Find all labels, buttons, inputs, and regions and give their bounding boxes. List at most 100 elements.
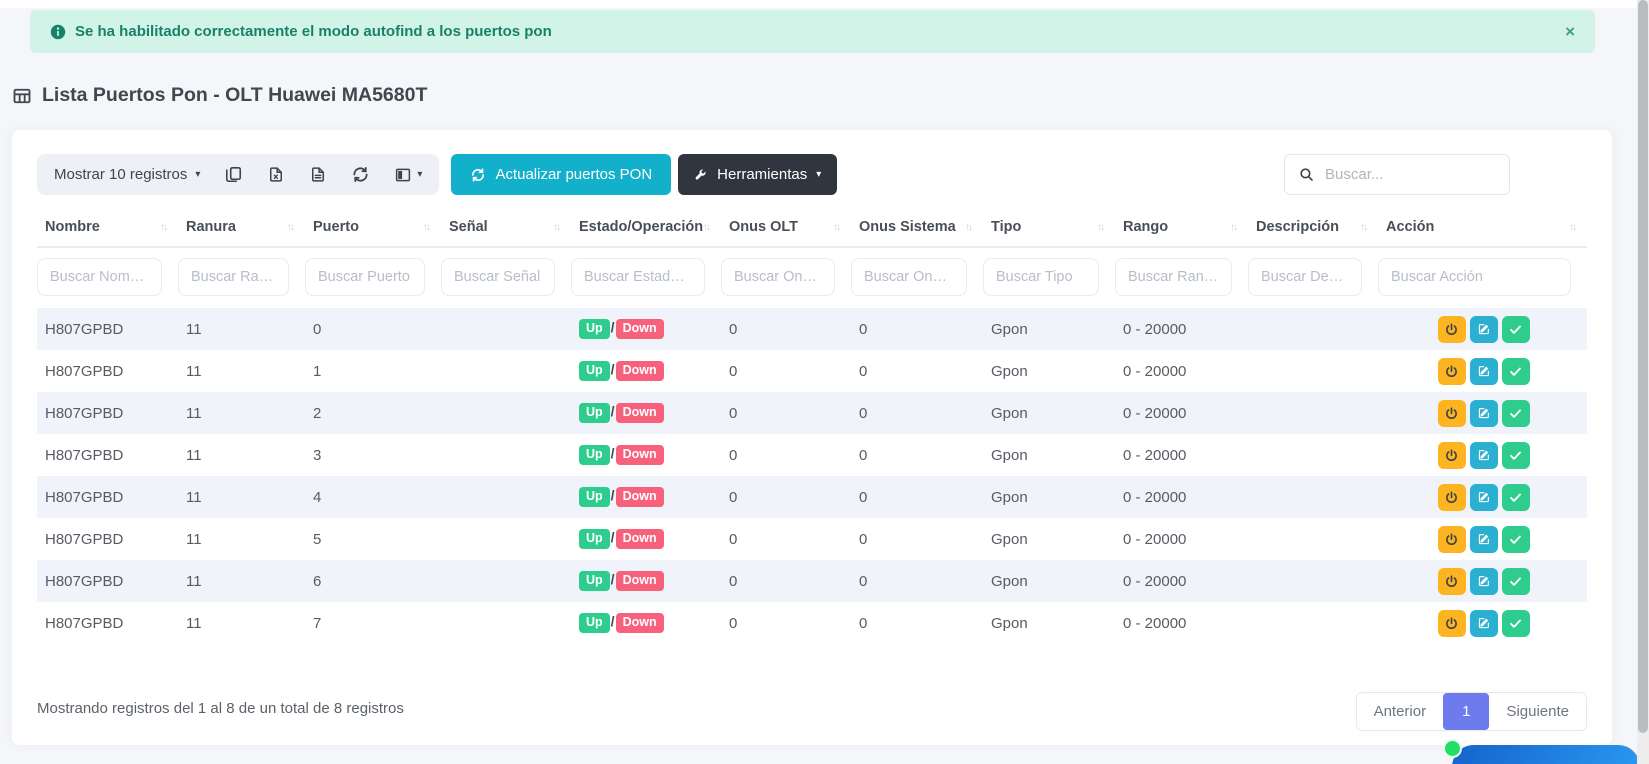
cell-puerto: 2 (313, 404, 322, 422)
cell-tipo: Gpon (991, 320, 1028, 338)
pon-ports-table: Nombre ↑↓ Ranura ↑↓ Puerto ↑↓ Señal ↑↓ Estad… (37, 211, 1587, 644)
refresh-button[interactable] (351, 165, 370, 184)
pagination-next[interactable]: Siguiente (1489, 693, 1586, 730)
cell-puerto: 3 (313, 446, 322, 464)
cell-accion (1378, 308, 1587, 350)
entries-group: Mostrar 10 registros ▾ ▾ (37, 154, 440, 195)
column-header-rango[interactable]: Rango ↑↓ (1115, 211, 1248, 248)
table-row[interactable]: H807GPBD 11 3 Up / Down 0 0 Gpon 0 - 20000 (37, 434, 1587, 476)
edit-button[interactable] (1469, 357, 1498, 385)
edit-button[interactable] (1469, 399, 1498, 427)
cell-rango: 0 - 20000 (1123, 404, 1187, 422)
show-entries-dropdown[interactable]: Mostrar 10 registros ▾ (54, 166, 200, 183)
edit-button[interactable] (1469, 315, 1498, 343)
column-header-estado[interactable]: Estado/Operación ↑↓ (571, 211, 721, 248)
confirm-button[interactable] (1501, 483, 1530, 511)
alert-close-button[interactable]: × (1565, 21, 1575, 41)
column-header-onus-sistema[interactable]: Onus Sistema ↑↓ (851, 211, 983, 248)
cell-puerto: 6 (313, 572, 322, 590)
power-toggle-button[interactable] (1437, 483, 1466, 511)
cell-nombre: H807GPBD (45, 404, 124, 422)
cell-ranura: 11 (186, 320, 202, 338)
status-up-badge: Up (579, 445, 610, 466)
cell-estado: Up / Down (571, 602, 721, 644)
edit-button[interactable] (1469, 525, 1498, 553)
vertical-scrollbar[interactable] (1637, 0, 1649, 764)
column-header-descripcion[interactable]: Descripción ↑↓ (1248, 211, 1378, 248)
cell-onus-sistema: 0 (859, 488, 868, 506)
filter-input-senal[interactable] (441, 258, 555, 296)
power-toggle-button[interactable] (1437, 441, 1466, 469)
filter-input-tipo[interactable] (983, 258, 1099, 296)
chevron-down-icon: ▾ (816, 168, 822, 180)
cell-senal (441, 434, 571, 476)
toolbar: Mostrar 10 registros ▾ ▾ (37, 154, 1587, 195)
table-row[interactable]: H807GPBD 11 7 Up / Down 0 0 Gpon 0 - 20000 (37, 602, 1587, 644)
chevron-down-icon: ▾ (417, 168, 423, 180)
cell-senal (441, 350, 571, 392)
edit-button[interactable] (1469, 567, 1498, 595)
filter-input-onus-olt[interactable] (721, 258, 835, 296)
power-toggle-button[interactable] (1437, 357, 1466, 385)
filter-input-ranura[interactable] (178, 258, 289, 296)
column-header-ranura[interactable]: Ranura ↑↓ (178, 211, 305, 248)
column-header-puerto[interactable]: Puerto ↑↓ (305, 211, 441, 248)
table-icon (12, 86, 32, 106)
cell-onus-olt: 0 (729, 614, 738, 632)
table-row[interactable]: H807GPBD 11 2 Up / Down 0 0 Gpon 0 - 20000 (37, 392, 1587, 434)
table-row[interactable]: H807GPBD 11 6 Up / Down 0 0 Gpon 0 - 20000 (37, 560, 1587, 602)
table-row[interactable]: H807GPBD 11 0 Up / Down 0 0 Gpon 0 - 20000 (37, 308, 1587, 350)
pagination-page-1[interactable]: 1 (1443, 693, 1490, 730)
confirm-button[interactable] (1501, 357, 1530, 385)
export-file-button[interactable] (309, 165, 327, 184)
cell-nombre: H807GPBD (45, 320, 124, 338)
chat-bubble[interactable] (1452, 745, 1640, 764)
edit-button[interactable] (1469, 441, 1498, 469)
tools-dropdown-button[interactable]: Herramientas ▾ (678, 154, 838, 195)
table-row[interactable]: H807GPBD 11 5 Up / Down 0 0 Gpon 0 - 20000 (37, 518, 1587, 560)
power-toggle-button[interactable] (1437, 315, 1466, 343)
cell-rango: 0 - 20000 (1123, 446, 1187, 464)
filter-input-nombre[interactable] (37, 258, 162, 296)
cell-puerto: 4 (313, 488, 322, 506)
column-header-tipo[interactable]: Tipo ↑↓ (983, 211, 1115, 248)
filter-input-puerto[interactable] (305, 258, 425, 296)
cell-descripcion (1248, 518, 1378, 560)
table-row[interactable]: H807GPBD 11 1 Up / Down 0 0 Gpon 0 - 20000 (37, 350, 1587, 392)
power-toggle-button[interactable] (1437, 399, 1466, 427)
confirm-button[interactable] (1501, 315, 1530, 343)
edit-button[interactable] (1469, 609, 1498, 637)
column-header-accion[interactable]: Acción ↑↓ (1378, 211, 1587, 248)
column-header-senal[interactable]: Señal ↑↓ (441, 211, 571, 248)
column-header-onus-olt[interactable]: Onus OLT ↑↓ (721, 211, 851, 248)
cell-estado: Up / Down (571, 560, 721, 602)
search-box (1284, 154, 1510, 195)
confirm-button[interactable] (1501, 609, 1530, 637)
search-input[interactable] (1325, 166, 1496, 183)
confirm-button[interactable] (1501, 567, 1530, 595)
filter-input-estado[interactable] (571, 258, 705, 296)
edit-button[interactable] (1469, 483, 1498, 511)
power-toggle-button[interactable] (1437, 525, 1466, 553)
table-row[interactable]: H807GPBD 11 4 Up / Down 0 0 Gpon 0 - 20000 (37, 476, 1587, 518)
filter-input-descripcion[interactable] (1248, 258, 1362, 296)
power-toggle-button[interactable] (1437, 567, 1466, 595)
power-toggle-button[interactable] (1437, 609, 1466, 637)
confirm-button[interactable] (1501, 441, 1530, 469)
export-excel-button[interactable] (267, 165, 285, 184)
column-visibility-button[interactable]: ▾ (394, 166, 422, 184)
pagination-previous[interactable]: Anterior (1356, 693, 1444, 730)
filter-input-onus-sistema[interactable] (851, 258, 967, 296)
filter-input-rango[interactable] (1115, 258, 1232, 296)
update-pon-ports-button[interactable]: Actualizar puertos PON (451, 154, 672, 195)
cell-puerto: 1 (313, 362, 322, 380)
cell-onus-sistema: 0 (859, 404, 868, 422)
confirm-button[interactable] (1501, 525, 1530, 553)
filter-input-accion[interactable] (1378, 258, 1571, 296)
cell-puerto: 0 (313, 320, 322, 338)
scrollbar-thumb[interactable] (1638, 0, 1648, 734)
chat-widget[interactable] (1443, 739, 1640, 764)
column-header-nombre[interactable]: Nombre ↑↓ (37, 211, 178, 248)
copy-button[interactable] (224, 165, 243, 184)
confirm-button[interactable] (1501, 399, 1530, 427)
